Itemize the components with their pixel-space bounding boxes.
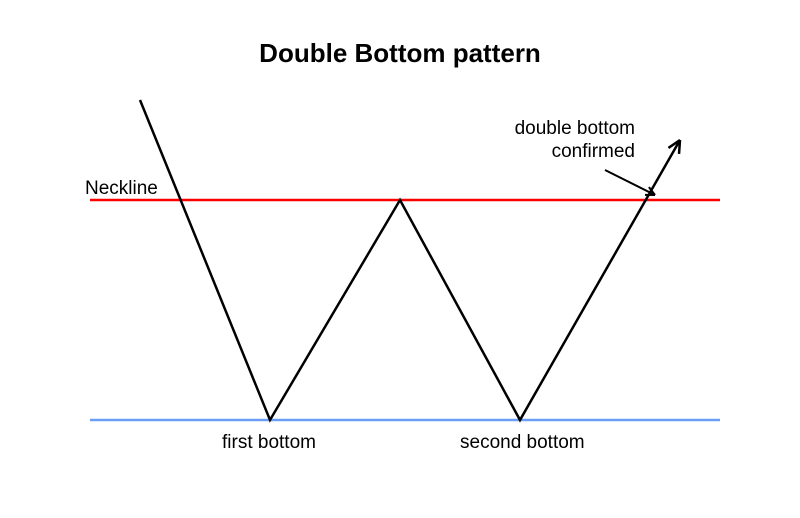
pattern-canvas xyxy=(0,0,800,518)
first-bottom-label: first bottom xyxy=(222,432,316,455)
indicator-arrow-line xyxy=(605,170,655,195)
neckline-label: Neckline xyxy=(85,178,158,201)
confirmed-label: double bottom confirmed xyxy=(495,118,635,164)
second-bottom-label: second bottom xyxy=(460,432,585,455)
